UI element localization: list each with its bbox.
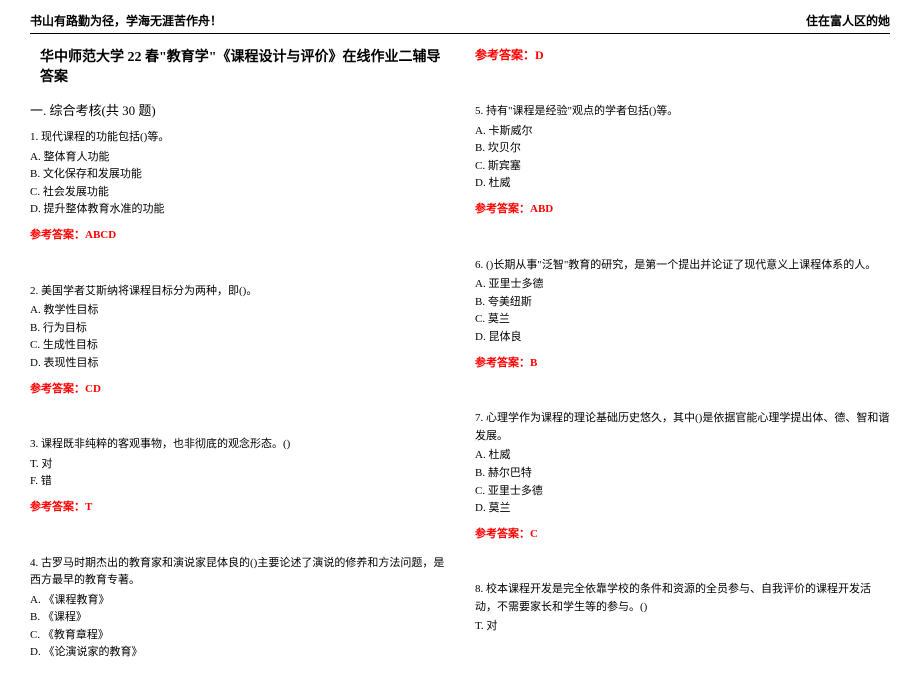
option: C. 生成性目标	[30, 337, 445, 355]
option: D. 表现性目标	[30, 355, 445, 373]
option: A. 杜威	[475, 447, 890, 465]
question-stem: 2. 美国学者艾斯纳将课程目标分为两种，即()。	[30, 283, 445, 301]
option: T. 对	[475, 618, 890, 636]
option: C. 《教育章程》	[30, 627, 445, 645]
option: A. 亚里士多德	[475, 276, 890, 294]
answer: 参考答案：B	[475, 355, 890, 373]
question-stem: 6. ()长期从事"泛智"教育的研究，是第一个提出并论证了现代意义上课程体系的人…	[475, 257, 890, 275]
question-stem: 5. 持有"课程是经验"观点的学者包括()等。	[475, 103, 890, 121]
question-8: 8. 校本课程开发是完全依靠学校的条件和资源的全员参与、自我评价的课程开发活动，…	[475, 581, 890, 636]
answer: 参考答案：ABD	[475, 201, 890, 219]
question-2: 2. 美国学者艾斯纳将课程目标分为两种，即()。 A. 教学性目标 B. 行为目…	[30, 283, 445, 399]
option: B. 夸美纽斯	[475, 294, 890, 312]
question-6: 6. ()长期从事"泛智"教育的研究，是第一个提出并论证了现代意义上课程体系的人…	[475, 257, 890, 373]
header-left: 书山有路勤为径，学海无涯苦作舟！	[30, 12, 222, 29]
question-stem: 4. 古罗马时期杰出的教育家和演说家昆体良的()主要论述了演说的修养和方法问题，…	[30, 555, 445, 590]
option: C. 社会发展功能	[30, 184, 445, 202]
option: F. 错	[30, 473, 445, 491]
question-4: 4. 古罗马时期杰出的教育家和演说家昆体良的()主要论述了演说的修养和方法问题，…	[30, 555, 445, 663]
answer: 参考答案：T	[30, 499, 445, 517]
question-stem: 1. 现代课程的功能包括()等。	[30, 129, 445, 147]
question-stem: 8. 校本课程开发是完全依靠学校的条件和资源的全员参与、自我评价的课程开发活动，…	[475, 581, 890, 616]
header-right: 住在富人区的她	[806, 12, 890, 29]
option: C. 莫兰	[475, 311, 890, 329]
option: B. 《课程》	[30, 609, 445, 627]
option: C. 亚里士多德	[475, 483, 890, 501]
answer: 参考答案：C	[475, 526, 890, 544]
option: D. 杜威	[475, 175, 890, 193]
question-stem: 3. 课程既非纯粹的客观事物，也非彻底的观念形态。()	[30, 436, 445, 454]
answer-top: 参考答案：D	[475, 46, 890, 63]
option: D. 昆体良	[475, 329, 890, 347]
document-title: 华中师范大学 22 春"教育学"《课程设计与评价》在线作业二辅导答案	[40, 46, 445, 86]
option: B. 坎贝尔	[475, 140, 890, 158]
option: D. 《论演说家的教育》	[30, 644, 445, 662]
section-header: 一. 综合考核(共 30 题)	[30, 100, 445, 119]
option: A. 《课程教育》	[30, 592, 445, 610]
option: B. 赫尔巴特	[475, 465, 890, 483]
right-column: 参考答案：D 5. 持有"课程是经验"观点的学者包括()等。 A. 卡斯威尔 B…	[475, 46, 890, 700]
option: A. 教学性目标	[30, 302, 445, 320]
option: A. 整体育人功能	[30, 149, 445, 167]
option: T. 对	[30, 456, 445, 474]
question-7: 7. 心理学作为课程的理论基础历史悠久，其中()是依据官能心理学提出体、德、智和…	[475, 410, 890, 543]
answer: 参考答案：ABCD	[30, 227, 445, 245]
option: A. 卡斯威尔	[475, 123, 890, 141]
question-5: 5. 持有"课程是经验"观点的学者包括()等。 A. 卡斯威尔 B. 坎贝尔 C…	[475, 103, 890, 219]
option: D. 莫兰	[475, 500, 890, 518]
option: B. 行为目标	[30, 320, 445, 338]
option: B. 文化保存和发展功能	[30, 166, 445, 184]
answer: 参考答案：CD	[30, 381, 445, 399]
question-1: 1. 现代课程的功能包括()等。 A. 整体育人功能 B. 文化保存和发展功能 …	[30, 129, 445, 245]
option: C. 斯宾塞	[475, 158, 890, 176]
option: D. 提升整体教育水准的功能	[30, 201, 445, 219]
left-column: 华中师范大学 22 春"教育学"《课程设计与评价》在线作业二辅导答案 一. 综合…	[30, 46, 445, 700]
question-3: 3. 课程既非纯粹的客观事物，也非彻底的观念形态。() T. 对 F. 错 参考…	[30, 436, 445, 516]
question-stem: 7. 心理学作为课程的理论基础历史悠久，其中()是依据官能心理学提出体、德、智和…	[475, 410, 890, 445]
